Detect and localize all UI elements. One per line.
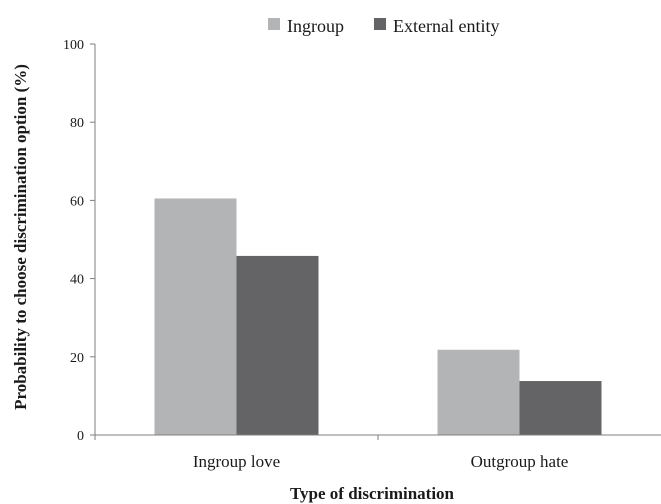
x-category-label: Ingroup love (193, 452, 280, 471)
y-tick-label: 0 (77, 429, 84, 444)
legend: Ingroup External entity (268, 16, 499, 36)
bars (154, 198, 602, 435)
bar-ingroup-ingroup-love (154, 198, 237, 435)
bar-ingroup-outgroup-hate (437, 349, 520, 435)
legend-label: External entity (393, 16, 499, 36)
y-tick-label: 40 (70, 273, 84, 288)
bar-external-entity-outgroup-hate (519, 381, 602, 435)
y-axis-title: Probability to choose discrimination opt… (11, 64, 30, 410)
legend-swatch-ingroup (268, 18, 280, 30)
x-axis-title: Type of discrimination (290, 484, 455, 503)
legend-label: Ingroup (287, 16, 344, 36)
legend-swatch-external-entity (374, 18, 386, 30)
bar-external-entity-ingroup-love (236, 255, 319, 435)
y-tick-label: 80 (70, 116, 84, 131)
axes: 0 20 40 60 80 100 Ingroup love Outgroup hate (63, 38, 661, 471)
y-tick-label: 60 (70, 194, 84, 209)
y-tick-label: 20 (70, 351, 84, 366)
y-tick-label: 100 (63, 38, 84, 53)
x-category-label: Outgroup hate (471, 452, 569, 471)
